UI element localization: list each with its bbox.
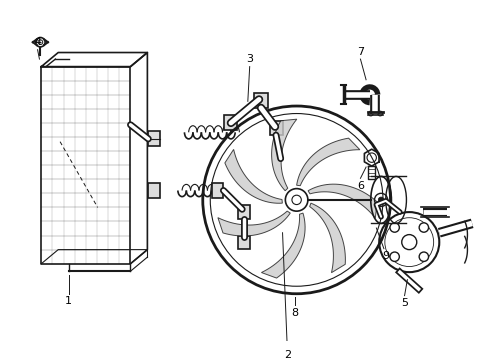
Circle shape [402,235,417,249]
Bar [148,131,160,147]
Bar [212,183,223,198]
Polygon shape [262,213,305,278]
Circle shape [390,252,399,261]
Text: 6: 6 [357,181,364,191]
Text: 4: 4 [34,37,41,47]
Circle shape [368,111,373,116]
Circle shape [378,197,384,203]
Bar [148,183,160,198]
Circle shape [378,111,383,116]
Text: 3: 3 [246,54,253,64]
Polygon shape [218,211,290,236]
Bar [239,204,250,219]
Bar [254,93,268,108]
Text: 7: 7 [357,46,364,57]
Circle shape [419,223,429,232]
Circle shape [390,223,399,232]
Text: 1: 1 [65,296,72,306]
Text: 9: 9 [382,251,390,261]
Polygon shape [310,203,345,273]
Text: 5: 5 [401,298,408,308]
Bar [270,121,283,135]
Text: 8: 8 [291,307,298,318]
Polygon shape [225,149,282,203]
Bar [239,235,250,249]
Bar [224,116,238,130]
Polygon shape [308,184,377,218]
Polygon shape [271,119,297,191]
Polygon shape [296,138,360,186]
Text: 2: 2 [284,350,291,360]
Circle shape [419,252,429,261]
